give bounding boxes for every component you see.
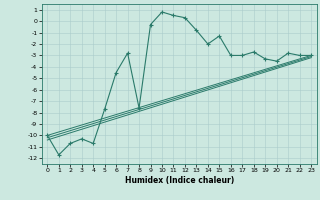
X-axis label: Humidex (Indice chaleur): Humidex (Indice chaleur) — [124, 176, 234, 185]
